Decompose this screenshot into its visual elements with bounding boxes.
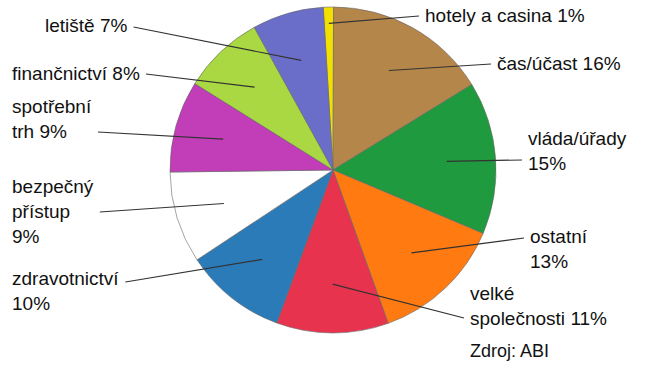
label-part: společnosti	[470, 308, 565, 329]
leader-line	[146, 74, 255, 87]
slice-label: letiště7%	[45, 15, 128, 36]
label-part: 9%	[12, 226, 40, 247]
label-part: 16%	[583, 53, 621, 74]
slice-label: zdravotnictví 10%	[12, 268, 119, 314]
label-part: letiště	[45, 15, 95, 36]
label-part: a	[481, 5, 492, 26]
label-part: vláda/úřady	[528, 128, 627, 149]
pie	[170, 7, 496, 333]
label-part: bezpečný	[12, 176, 94, 197]
slice-label: vláda/úřady 15%	[528, 128, 627, 174]
slice-label: spotřební trh 9%	[12, 96, 92, 142]
leader-line	[447, 160, 522, 161]
label-part: spotřební	[12, 96, 92, 117]
label-part: velké	[470, 283, 514, 304]
label-part: 7%	[100, 15, 128, 36]
slice-label: čas/účast16%	[497, 53, 621, 74]
source: Zdroj: ABI	[470, 341, 549, 361]
slice-label: hotelyacasina1%	[425, 5, 585, 26]
pie-slice	[170, 170, 333, 260]
leader-lines	[98, 16, 524, 318]
label-part: 9%	[40, 121, 68, 142]
leader-line	[125, 259, 262, 282]
label-part: čas/účast	[497, 53, 578, 74]
leader-line	[100, 204, 224, 212]
leader-line	[411, 238, 524, 253]
leader-line	[98, 132, 223, 139]
label-part: 13%	[530, 251, 568, 272]
label-part: 10%	[12, 293, 50, 314]
slice-label: bezpečný přístup 9%	[12, 176, 94, 247]
label-part: 15%	[528, 153, 566, 174]
leader-line	[333, 284, 464, 318]
slice-label: ostatní 13%	[530, 226, 588, 272]
labels: hotelyacasina1% čas/účast16% vláda/úřady 15…	[12, 5, 627, 329]
label-part: zdravotnictví	[12, 268, 119, 289]
label-part: ostatní	[530, 226, 588, 247]
pie-slice	[254, 7, 333, 170]
chart: hotelyacasina1% čas/účast16% vláda/úřady 15…	[0, 0, 670, 376]
leader-line	[389, 64, 491, 70]
slice-label: finančnictví8%	[12, 63, 140, 84]
leader-line	[329, 16, 419, 23]
label-part: přístup	[12, 201, 70, 222]
label-part: 1%	[557, 5, 585, 26]
label-part: trh	[12, 121, 34, 142]
label-part: hotely	[425, 5, 476, 26]
label-part: 8%	[112, 63, 140, 84]
label-part: 11%	[570, 308, 607, 329]
leader-line	[134, 27, 302, 60]
label-part: casina	[497, 5, 552, 26]
slice-label: velké společnosti11%	[470, 283, 607, 329]
label-part: finančnictví	[12, 63, 108, 84]
